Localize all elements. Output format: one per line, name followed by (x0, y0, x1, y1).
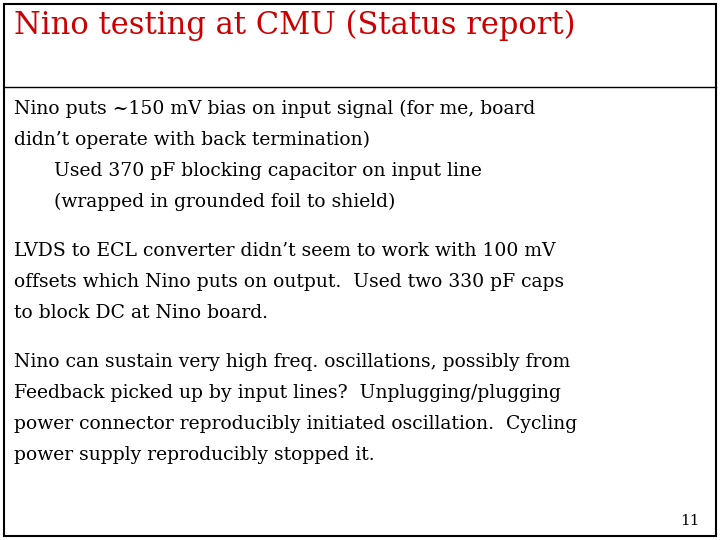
Text: (wrapped in grounded foil to shield): (wrapped in grounded foil to shield) (54, 193, 395, 211)
Text: Nino can sustain very high freq. oscillations, possibly from: Nino can sustain very high freq. oscilla… (14, 353, 570, 371)
Text: offsets which Nino puts on output.  Used two 330 pF caps: offsets which Nino puts on output. Used … (14, 273, 564, 291)
Text: power supply reproducibly stopped it.: power supply reproducibly stopped it. (14, 446, 374, 464)
Text: LVDS to ECL converter didn’t seem to work with 100 mV: LVDS to ECL converter didn’t seem to wor… (14, 242, 556, 260)
Text: Nino puts ~150 mV bias on input signal (for me, board: Nino puts ~150 mV bias on input signal (… (14, 100, 535, 118)
Text: power connector reproducibly initiated oscillation.  Cycling: power connector reproducibly initiated o… (14, 415, 577, 433)
Text: Feedback picked up by input lines?  Unplugging/plugging: Feedback picked up by input lines? Unplu… (14, 384, 561, 402)
Text: Nino testing at CMU (Status report): Nino testing at CMU (Status report) (14, 10, 575, 41)
Text: Used 370 pF blocking capacitor on input line: Used 370 pF blocking capacitor on input … (54, 162, 482, 180)
Text: 11: 11 (680, 514, 700, 528)
Text: didn’t operate with back termination): didn’t operate with back termination) (14, 131, 370, 149)
Text: to block DC at Nino board.: to block DC at Nino board. (14, 304, 268, 322)
FancyBboxPatch shape (4, 4, 716, 536)
